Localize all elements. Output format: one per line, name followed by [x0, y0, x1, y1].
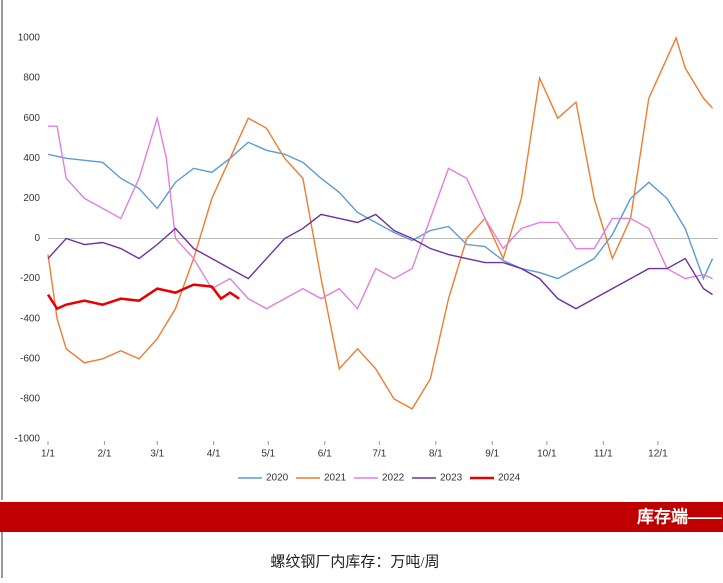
- legend-label: 2021: [324, 473, 347, 484]
- caption: 螺纹钢厂内库存：万吨/周: [270, 553, 439, 570]
- x-tick-label: 10/1: [537, 449, 557, 460]
- series-line: [48, 115, 713, 310]
- legend-label: 2022: [382, 473, 405, 484]
- y-tick-label: -600: [20, 353, 40, 364]
- x-tick-label: 3/1: [150, 449, 164, 460]
- legend-label: 2023: [440, 473, 463, 484]
- y-tick-label: 400: [23, 153, 40, 164]
- x-tick-label: 2/1: [97, 449, 111, 460]
- legend-label: 2024: [498, 473, 521, 484]
- x-tick-label: 1/1: [41, 449, 55, 460]
- banner: [0, 502, 723, 532]
- x-tick-label: 8/1: [429, 449, 443, 460]
- y-tick-label: 1000: [18, 33, 41, 44]
- y-tick-label: -800: [20, 394, 40, 405]
- legend-label: 2020: [266, 473, 289, 484]
- x-tick-label: 11/1: [594, 449, 613, 460]
- x-tick-label: 5/1: [261, 449, 275, 460]
- y-tick-label: 800: [23, 73, 40, 84]
- y-tick-label: 200: [23, 193, 40, 204]
- x-tick-label: 12/1: [648, 449, 668, 460]
- series-line: [46, 283, 240, 311]
- y-tick-label: -400: [20, 313, 40, 324]
- y-tick-label: -1000: [14, 434, 40, 445]
- y-tick-label: -200: [20, 273, 40, 284]
- y-tick-label: 600: [23, 113, 40, 124]
- x-tick-label: 6/1: [318, 449, 332, 460]
- series-line: [47, 213, 713, 310]
- x-tick-label: 9/1: [485, 449, 499, 460]
- banner-text: 库存端——: [637, 506, 722, 526]
- x-tick-label: 4/1: [207, 449, 221, 460]
- series-line: [47, 36, 714, 410]
- y-tick-label: 0: [34, 233, 40, 244]
- series-line: [47, 141, 714, 281]
- x-tick-label: 7/1: [372, 449, 386, 460]
